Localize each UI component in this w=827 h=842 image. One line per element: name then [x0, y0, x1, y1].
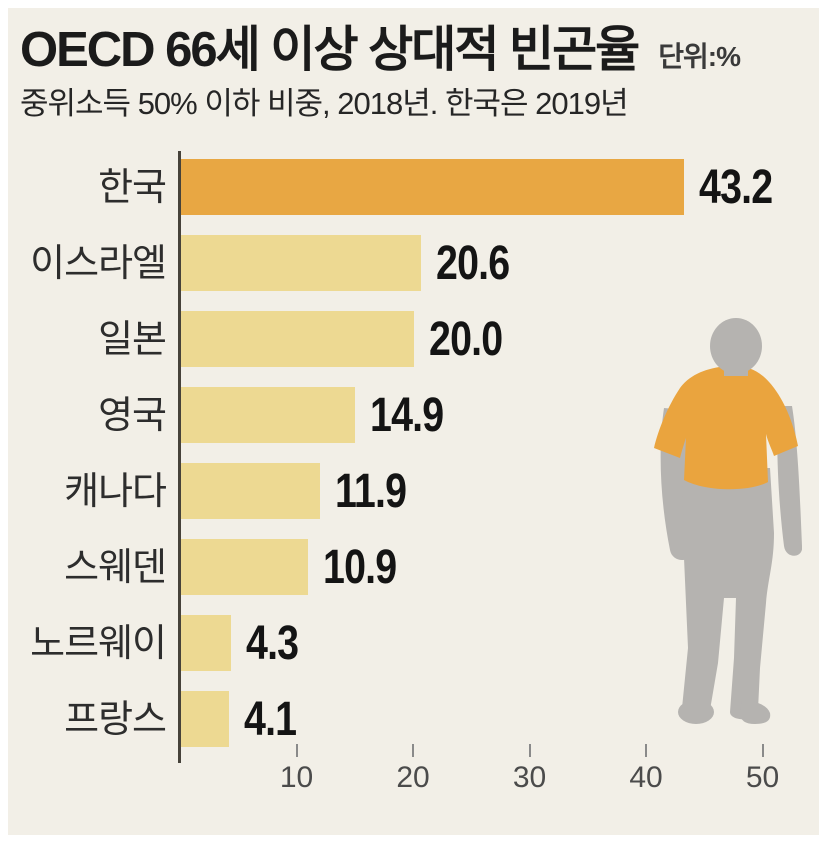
value-label: 43.2: [699, 161, 773, 214]
bar-korea: [181, 159, 685, 215]
bar-norway: [181, 615, 232, 671]
category-label: 캐나다: [64, 471, 167, 513]
category-label: 영국: [98, 395, 167, 437]
tick-label: 50: [745, 761, 780, 794]
bar-row-canada: 캐나다 11.9: [0, 463, 827, 519]
category-label: 일본: [98, 319, 167, 361]
tick-label: 40: [629, 761, 663, 794]
bar-row-france: 프랑스 4.1: [0, 691, 827, 747]
tick-mark: [528, 744, 531, 757]
elderly-man-silhouette-icon: [654, 318, 802, 724]
category-label: 이스라엘: [30, 243, 167, 285]
tick-mark: [295, 744, 298, 757]
bar-canada: [181, 463, 320, 519]
bar-row-norway: 노르웨이 4.3: [0, 615, 827, 671]
value-label: 20.6: [435, 237, 510, 290]
value-label: 10.9: [322, 541, 397, 594]
tick-label: 20: [396, 761, 430, 794]
bar-israel: [181, 235, 421, 291]
page-title: OECD 66세 이상 상대적 빈곤율: [20, 23, 640, 77]
bar-row-korea: 한국 43.2: [0, 159, 827, 215]
category-label: 노르웨이: [30, 623, 167, 665]
bar-sweden: [181, 539, 308, 595]
bar-row-japan: 일본 20.0: [0, 311, 827, 367]
bar-japan: [181, 311, 414, 367]
category-label: 한국: [98, 167, 167, 209]
value-label: 4.1: [243, 693, 297, 746]
value-label: 20.0: [429, 313, 503, 366]
bar-row-sweden: 스웨덴 10.9: [0, 539, 827, 595]
tick-label: 30: [512, 761, 547, 794]
value-label: 14.9: [369, 389, 444, 442]
unit-label: 단위:%: [658, 41, 741, 72]
value-label: 4.3: [246, 617, 299, 670]
bar-row-israel: 이스라엘 20.6: [0, 235, 827, 291]
bar-uk: [181, 387, 355, 443]
tick-label: 10: [279, 761, 314, 794]
category-label: 프랑스: [64, 699, 167, 741]
category-label: 스웨덴: [64, 547, 167, 589]
value-label: 11.9: [334, 465, 407, 518]
bar-france: [181, 691, 229, 747]
tick-mark: [412, 744, 414, 757]
chart-subtitle: 중위소득 50% 이하 비중, 2018년. 한국은 2019년: [20, 86, 629, 121]
tick-mark: [761, 744, 764, 757]
y-axis-line: [178, 151, 181, 763]
bar-row-uk: 영국 14.9: [0, 387, 827, 443]
tick-mark: [645, 744, 647, 757]
